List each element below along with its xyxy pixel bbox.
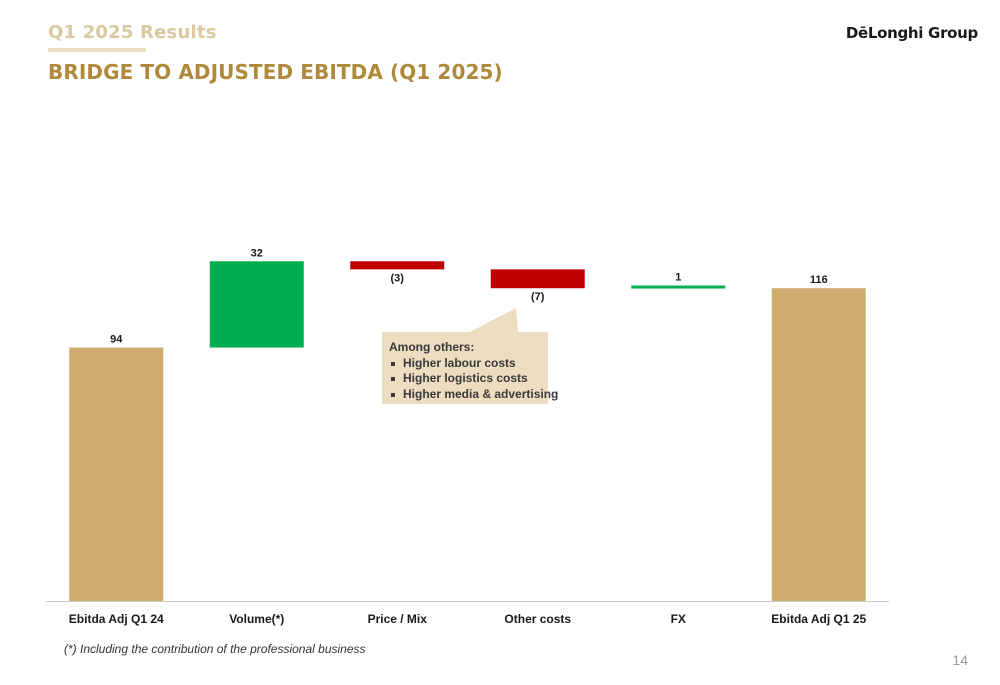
category-label-ebitda-adj-q1-25: Ebitda Adj Q1 25 <box>771 612 866 626</box>
bar-price-mix <box>350 261 445 270</box>
category-label-volume: Volume(*) <box>229 612 284 626</box>
bar-other-costs <box>490 269 585 289</box>
data-label-other-costs: (7) <box>531 291 545 303</box>
callout-item-logistics: Higher logistics costs <box>389 371 558 387</box>
callout-pointer <box>470 308 518 332</box>
subtitle-underline <box>48 48 146 52</box>
data-label-ebitda-adj-q1-24: 94 <box>110 334 123 346</box>
data-label-ebitda-adj-q1-25: 116 <box>810 274 828 286</box>
category-label-fx: FX <box>671 612 686 626</box>
bar-fx <box>631 285 726 289</box>
callout-list: Higher labour costs Higher logistics cos… <box>389 356 558 403</box>
bar-ebitda-adj-q1-25 <box>771 288 866 601</box>
data-label-price-mix: (3) <box>391 272 405 284</box>
callout-box <box>382 332 548 404</box>
page-number: 14 <box>952 652 968 668</box>
footnote: (*) Including the contribution of the pr… <box>64 642 366 656</box>
company-logo: DēLonghi Group <box>845 24 978 42</box>
bar-ebitda-adj-q1-24 <box>69 347 164 601</box>
data-label-volume: 32 <box>251 247 263 259</box>
callout-item-labour: Higher labour costs <box>389 356 558 372</box>
data-label-fx: 1 <box>675 272 681 284</box>
page-title: BRIDGE TO ADJUSTED EBITDA (Q1 2025) <box>48 60 503 84</box>
category-label-price-mix: Price / Mix <box>368 612 428 626</box>
callout-item-media: Higher media & advertising <box>389 387 558 403</box>
category-label-other-costs: Other costs <box>504 612 571 626</box>
category-label-ebitda-adj-q1-24: Ebitda Adj Q1 24 <box>69 612 164 626</box>
callout-heading: Among others: <box>389 340 475 354</box>
section-subtitle: Q1 2025 Results <box>48 22 217 43</box>
bar-volume <box>209 261 304 348</box>
callout-text: Among others: Higher labour costs Higher… <box>389 340 558 402</box>
